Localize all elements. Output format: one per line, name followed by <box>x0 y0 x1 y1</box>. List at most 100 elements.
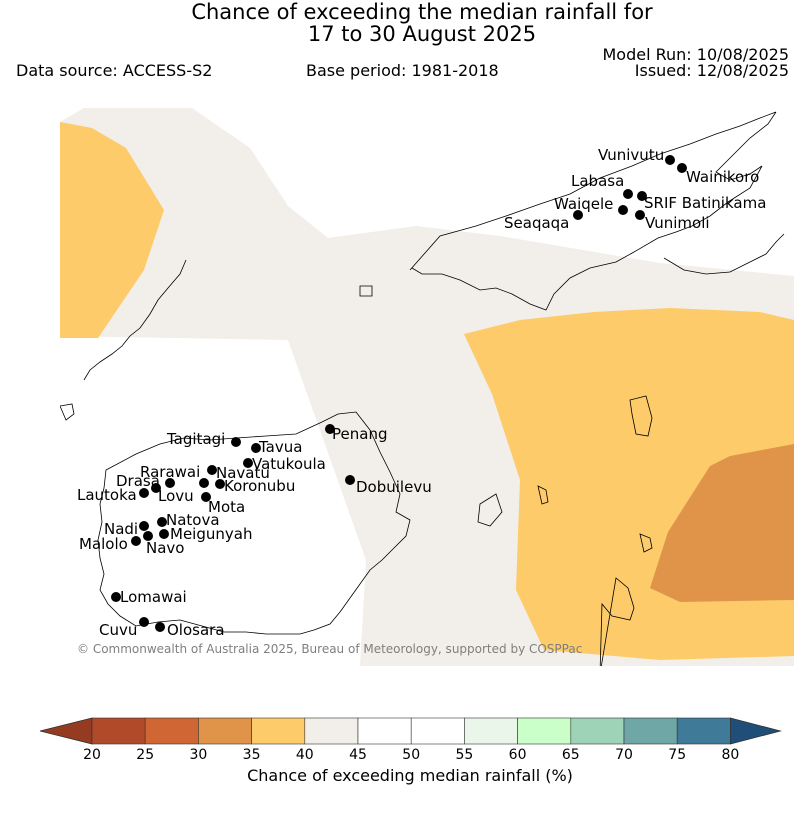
station-marker <box>111 592 121 602</box>
colorbar-tick-label: 35 <box>243 747 261 763</box>
station-markers <box>111 155 687 632</box>
station-marker <box>151 483 161 493</box>
station-marker <box>637 191 647 201</box>
station-label: Wainikoro <box>686 168 759 186</box>
colorbar-tick-label: 75 <box>668 747 686 763</box>
colorbar-segment <box>464 717 518 745</box>
region-45-55-north <box>192 108 794 276</box>
island-chain-west <box>83 259 187 381</box>
colorbar-tick-label: 65 <box>562 747 580 763</box>
station-label: Malolo <box>79 535 128 553</box>
colorbar-segment <box>517 717 572 745</box>
colorbar-over-arrow <box>730 717 782 745</box>
station-label: Lomawai <box>120 588 187 606</box>
station-marker <box>325 424 335 434</box>
colorbar-tick-label: 25 <box>136 747 154 763</box>
colorbar-tick-label: 70 <box>615 747 633 763</box>
colorbar-label: Chance of exceeding median rainfall (%) <box>247 766 573 785</box>
station-label: Navatu <box>216 464 270 482</box>
island-6 <box>359 285 373 297</box>
station-label: Vunimoli <box>645 214 710 232</box>
station-label: SRIF Batinikama <box>644 194 766 212</box>
copyright-notice: © Commonwealth of Australia 2025, Bureau… <box>77 642 583 656</box>
station-label: Seaqaqa <box>504 214 569 232</box>
island-5 <box>537 485 549 505</box>
colorbar-tick-label: 45 <box>349 747 367 763</box>
station-label: Natova <box>166 511 220 529</box>
model-run-label: Model Run: 10/08/2025 <box>602 45 790 64</box>
station-label: Lovu <box>158 487 194 505</box>
colorbar-tick-label: 60 <box>509 747 527 763</box>
station-label: Tagitagi <box>166 430 225 448</box>
station-marker <box>139 488 149 498</box>
station-label: Penang <box>332 425 387 443</box>
station-marker <box>139 521 149 531</box>
data-source-label: Data source: ACCESS-S2 <box>16 61 213 80</box>
station-marker <box>623 189 633 199</box>
base-period-label: Base period: 1981-2018 <box>306 61 499 80</box>
colorbar-tick-label: 40 <box>296 747 314 763</box>
station-marker <box>215 479 225 489</box>
viti-levu-coast <box>97 411 411 635</box>
colorbar-tick-label: 30 <box>189 747 207 763</box>
rainfall-map: Vunivutu Wainikoro Labasa SRIF Batinikam… <box>60 108 794 666</box>
region-35-40-west <box>60 122 164 338</box>
station-label: Lautoka <box>77 486 137 504</box>
station-marker <box>159 529 169 539</box>
colorbar-segment <box>676 717 731 745</box>
station-marker <box>251 443 261 453</box>
island-1 <box>629 395 653 437</box>
taveuni-coast <box>663 233 785 275</box>
station-label: Meigunyah <box>170 525 252 543</box>
colorbar-tick-label: 55 <box>455 747 473 763</box>
colorbar-segment <box>304 717 359 745</box>
island-3 <box>477 493 503 527</box>
station-marker <box>243 458 253 468</box>
station-marker <box>573 210 583 220</box>
station-label: Cuvu <box>99 621 137 639</box>
station-label: Rarawai <box>140 463 200 481</box>
station-label: Dobuilevu <box>356 478 432 496</box>
colorbar-segment <box>410 717 465 745</box>
issued-label: Issued: 12/08/2025 <box>634 61 789 80</box>
map-title-line-2: 17 to 30 August 2025 <box>307 22 537 46</box>
colorbar-tick-label: 80 <box>721 747 739 763</box>
station-label: Vunivutu <box>598 146 664 164</box>
colorbar-tick-label: 50 <box>402 747 420 763</box>
station-label: Drasa <box>116 472 160 490</box>
colorbar-segment <box>198 717 252 745</box>
vanua-levu-coast <box>409 111 777 311</box>
colorbar-segment <box>570 717 625 745</box>
station-marker <box>155 622 165 632</box>
station-label: Koronubu <box>224 477 295 495</box>
station-label: Labasa <box>571 172 624 190</box>
station-marker <box>207 465 217 475</box>
station-marker <box>618 205 628 215</box>
station-marker <box>131 536 141 546</box>
island-2 <box>599 577 635 666</box>
station-marker <box>677 163 687 173</box>
station-marker <box>157 517 167 527</box>
region-45-55-upper-left <box>60 108 84 122</box>
station-label: Waiqele <box>554 195 613 213</box>
colorbar-segment <box>144 717 199 745</box>
region-45-55-west <box>60 336 366 666</box>
island-4 <box>639 533 653 553</box>
region-30-35-southeast <box>650 444 794 602</box>
station-marker <box>201 492 211 502</box>
station-label: Mota <box>208 498 245 516</box>
station-label: Nadi <box>104 520 138 538</box>
colorbar-segment <box>623 717 678 745</box>
station-marker <box>199 478 209 488</box>
island-west-small <box>60 403 75 421</box>
station-label: Olosara <box>167 621 225 639</box>
station-marker <box>139 617 149 627</box>
station-marker <box>345 475 355 485</box>
station-marker <box>635 210 645 220</box>
station-marker <box>165 478 175 488</box>
colorbar: 20 25 30 35 40 45 50 55 60 65 70 75 80 <box>39 717 782 763</box>
station-label: Tavua <box>258 438 302 456</box>
colorbar-segment <box>91 717 146 745</box>
station-marker <box>143 531 153 541</box>
colorbar-tick-label: 20 <box>83 747 101 763</box>
